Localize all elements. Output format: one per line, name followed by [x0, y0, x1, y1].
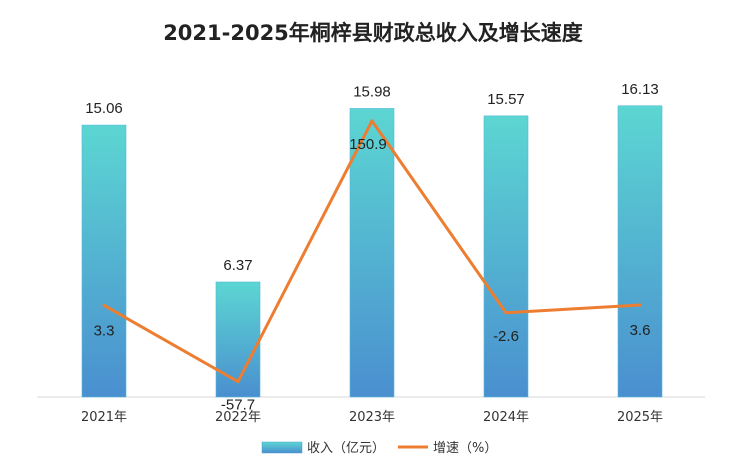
legend-label-line: 增速（%） — [433, 441, 497, 456]
labels-layer: 15.06 6.37 15.98 15.57 16.13 3.3 -57.7 150.9 -2.… — [85, 81, 659, 414]
bar-5 — [617, 105, 663, 398]
legend-label-bar: 收入（亿元） — [307, 441, 385, 456]
growth-point — [370, 119, 374, 123]
line-value-label: -57.7 — [221, 397, 255, 414]
bar-1 — [81, 124, 127, 398]
line-value-label: 3.3 — [94, 322, 115, 339]
x-tick-label: 2023年 — [349, 410, 395, 425]
line-value-label: -2.6 — [493, 328, 519, 345]
line-value-label: 150.9 — [349, 136, 387, 153]
bar-value-label: 16.13 — [621, 81, 659, 98]
growth-point — [638, 303, 642, 307]
bars-layer — [81, 105, 663, 398]
x-tick-label: 2024年 — [483, 410, 529, 425]
x-tick-labels: 2021年 2022年 2023年 2024年 2025年 — [81, 410, 663, 425]
legend: 收入（亿元） 增速（%） — [261, 441, 497, 456]
x-tick-label: 2021年 — [81, 410, 127, 425]
bar-2 — [215, 281, 261, 398]
growth-point — [236, 380, 240, 384]
growth-point — [102, 303, 106, 307]
x-tick-label: 2025年 — [617, 410, 663, 425]
legend-swatch-bar — [261, 441, 303, 454]
chart-title: 2021-2025年桐梓县财政总收入及增长速度 — [163, 21, 583, 45]
x-tick-label: 2022年 — [215, 410, 261, 425]
bar-3 — [349, 108, 395, 398]
bar-value-label: 15.57 — [487, 91, 525, 108]
bar-value-label: 6.37 — [223, 257, 252, 274]
growth-point — [504, 311, 508, 315]
bar-4 — [483, 115, 529, 398]
bar-value-label: 15.98 — [353, 83, 391, 100]
line-value-label: 3.6 — [630, 322, 651, 339]
bar-value-label: 15.06 — [85, 100, 123, 117]
line-layer — [102, 119, 642, 384]
